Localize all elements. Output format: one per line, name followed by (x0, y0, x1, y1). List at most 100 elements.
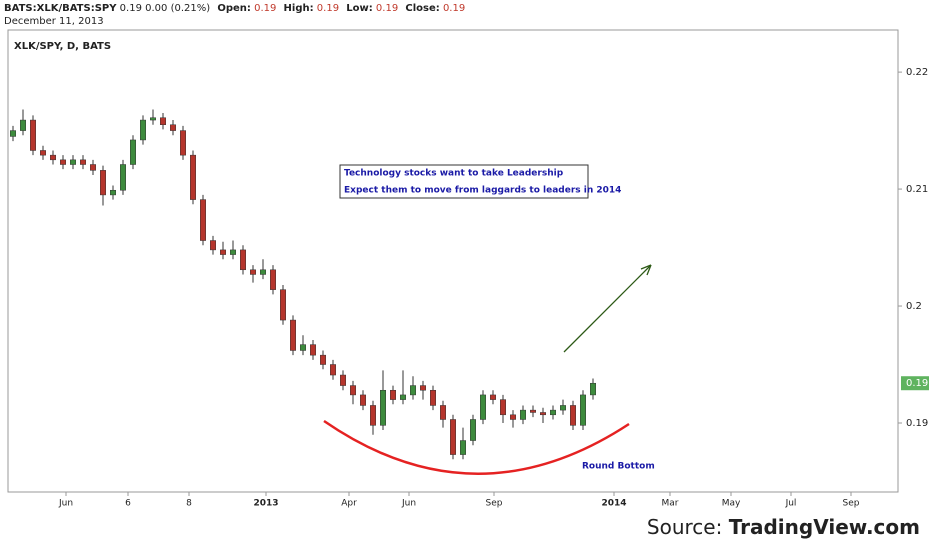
field-label: Close: (405, 3, 439, 14)
round-bottom-arc (323, 419, 630, 475)
candle-body (270, 269, 276, 290)
annotation: Round Bottom (582, 462, 655, 472)
field-label: Low: (346, 3, 372, 14)
candle-body (570, 405, 576, 426)
source-name: TradingView.com (729, 515, 920, 539)
symbol: BATS:XLK/BATS:SPY (4, 3, 117, 14)
candle-body (10, 130, 16, 137)
candle-body (40, 150, 46, 156)
y-tick-label: 0.19 (906, 418, 928, 429)
arrow-line (563, 264, 652, 353)
candle-body (30, 119, 36, 151)
candle-body (230, 249, 236, 255)
candle-body (150, 117, 156, 121)
y-tick-label: 0.22 (906, 67, 928, 78)
x-tick-label: Mar (662, 499, 679, 509)
candle-body (160, 117, 166, 125)
candle-body (180, 130, 186, 156)
candle-body (70, 159, 76, 165)
candle-body (60, 159, 66, 165)
x-tick-label: Jun (401, 499, 416, 509)
candle-body (50, 154, 56, 161)
y-tick-label: 0.21 (906, 184, 928, 195)
x-tick-label: Sep (843, 499, 860, 509)
header-date: December 11, 2013 (4, 16, 104, 27)
candle-body (170, 124, 176, 131)
candle-body (280, 289, 286, 321)
x-tick-label: Jun (58, 499, 73, 509)
candle-body (120, 164, 126, 191)
candle-body (500, 399, 506, 416)
source-prefix: Source: (647, 515, 722, 539)
candle-body (20, 119, 26, 131)
candle-body (190, 154, 196, 200)
x-tick-label: Jul (785, 499, 797, 509)
candle-body (470, 419, 476, 441)
candle-body (350, 385, 356, 396)
change: 0.00 (0.21%) (145, 3, 210, 14)
candle-body (520, 409, 526, 420)
x-tick-label: Apr (341, 499, 357, 509)
candle-body (390, 389, 396, 400)
chart-title: XLK/SPY, D, BATS (14, 41, 111, 52)
candle-body (290, 319, 296, 351)
candle-body (340, 374, 346, 386)
x-tick-label: 2013 (253, 499, 278, 509)
header-line: BATS:XLK/BATS:SPY 0.19 0.00 (0.21%) Open… (4, 3, 465, 14)
x-tick-label: 2014 (601, 499, 626, 509)
candle-body (100, 170, 106, 196)
candle-body (310, 344, 316, 356)
x-tick-label: 8 (186, 499, 192, 509)
candle-body (540, 412, 546, 416)
field-value: 0.19 (254, 3, 276, 14)
y-tick-label: 0.2 (906, 301, 922, 312)
candle-body (90, 164, 96, 171)
candle-body (560, 405, 566, 411)
x-tick-label: 6 (125, 499, 131, 509)
candle-body (550, 409, 556, 416)
last-price-box (901, 376, 929, 391)
candle-body (220, 249, 226, 255)
candle-body (300, 344, 306, 351)
candle-body (440, 405, 446, 420)
candle-body (420, 385, 426, 391)
plot-frame (7, 29, 899, 493)
candle-body (320, 354, 326, 365)
field-value: 0.19 (443, 3, 465, 14)
candle-body (360, 394, 366, 406)
candle-body (200, 199, 206, 241)
candle-body (510, 414, 516, 420)
candle-body (580, 394, 586, 426)
source: Source: TradingView.com (647, 515, 920, 539)
candle-body (260, 269, 266, 275)
candle-body (380, 389, 386, 426)
arrow-head (640, 264, 652, 276)
field-label: High: (284, 3, 314, 14)
candle-body (110, 189, 116, 196)
candle-body (410, 385, 416, 396)
candle-body (430, 389, 436, 406)
candle-body (140, 119, 146, 141)
x-tick-label: Sep (486, 499, 503, 509)
annotation: Expect them to move from laggards to lea… (344, 186, 621, 196)
candle-body (370, 405, 376, 426)
candle-body (590, 382, 596, 396)
candle-body (460, 440, 466, 455)
candle-body (450, 419, 456, 455)
candle-body (530, 409, 536, 413)
candle-body (330, 364, 336, 376)
candle-body (250, 269, 256, 275)
field-label: Open: (217, 3, 251, 14)
candle-body (210, 240, 216, 251)
candle-body (240, 249, 246, 271)
field-value: 0.19 (317, 3, 339, 14)
last: 0.19 (120, 3, 142, 14)
candle-body (80, 159, 86, 165)
candle-body (130, 139, 136, 165)
last-price-label: 0.19 (906, 378, 928, 389)
annotation: Technology stocks want to take Leadershi… (344, 169, 564, 179)
annotation-box (339, 164, 589, 199)
x-tick-label: May (722, 499, 741, 509)
